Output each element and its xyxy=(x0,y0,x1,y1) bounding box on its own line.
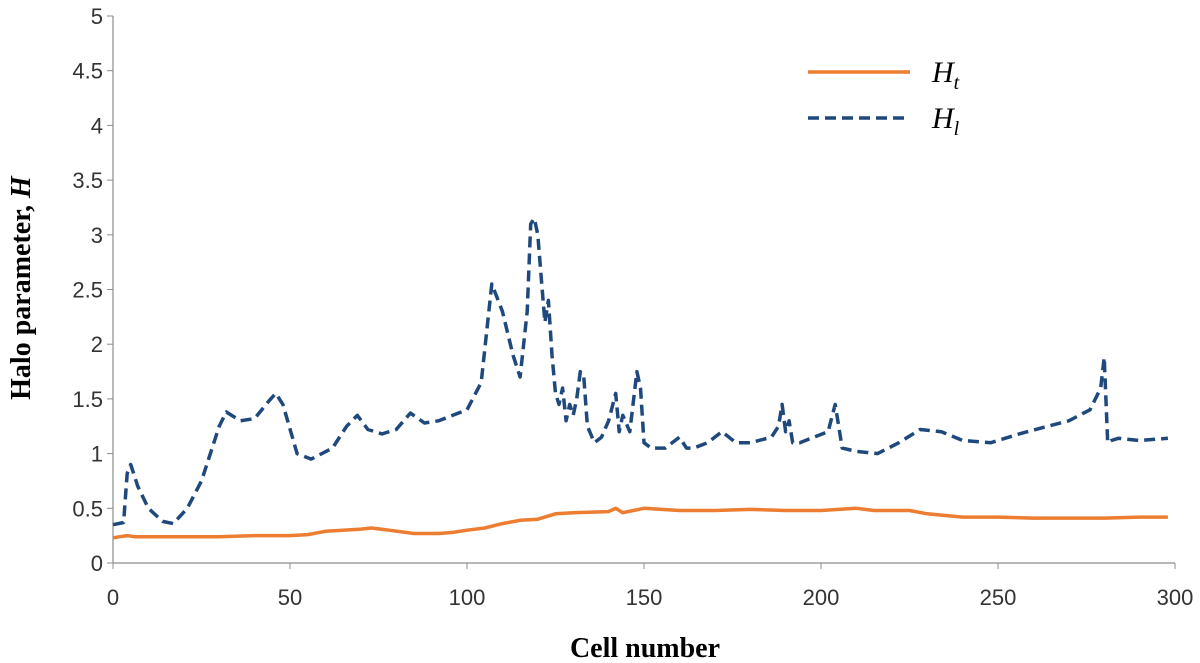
x-tick-label: 150 xyxy=(626,585,663,610)
x-tick-label: 0 xyxy=(107,585,119,610)
axes xyxy=(112,16,1175,564)
y-tick-labels: 0 0.5 1 1.5 2 2.5 3 3.5 4 4.5 5 xyxy=(72,4,113,576)
y-tick-label: 2.5 xyxy=(72,278,103,303)
x-tick-label: 300 xyxy=(1157,585,1194,610)
x-tick-label: 100 xyxy=(449,585,486,610)
y-tick-label: 1 xyxy=(91,442,103,467)
y-tick-label: 2 xyxy=(91,332,103,357)
y-tick-label: 1.5 xyxy=(72,387,103,412)
series-line-hl xyxy=(112,216,1169,527)
y-tick-label: 0 xyxy=(91,551,103,576)
legend-label-ht: Ht xyxy=(931,56,960,94)
y-axis-title: Halo parameter, H xyxy=(6,175,37,400)
x-tick-label: 200 xyxy=(803,585,840,610)
y-tick-label: 5 xyxy=(91,4,103,29)
y-tick-label: 4.5 xyxy=(72,59,103,84)
x-tick-label: 250 xyxy=(980,585,1017,610)
x-axis-title: Cell number xyxy=(570,633,720,663)
y-tick-label: 3 xyxy=(91,223,103,248)
x-tick-label: 50 xyxy=(278,585,302,610)
x-tick-labels: 0 50 100 150 200 250 300 xyxy=(107,563,1193,610)
y-tick-label: 4 xyxy=(91,113,103,138)
y-tick-label: 0.5 xyxy=(72,496,103,521)
legend-label-hl: Hl xyxy=(931,102,960,140)
series-line-ht xyxy=(112,506,1168,540)
y-tick-label: 3.5 xyxy=(72,168,103,193)
series-layer xyxy=(112,216,1169,540)
legend: Ht Hl xyxy=(808,56,960,140)
